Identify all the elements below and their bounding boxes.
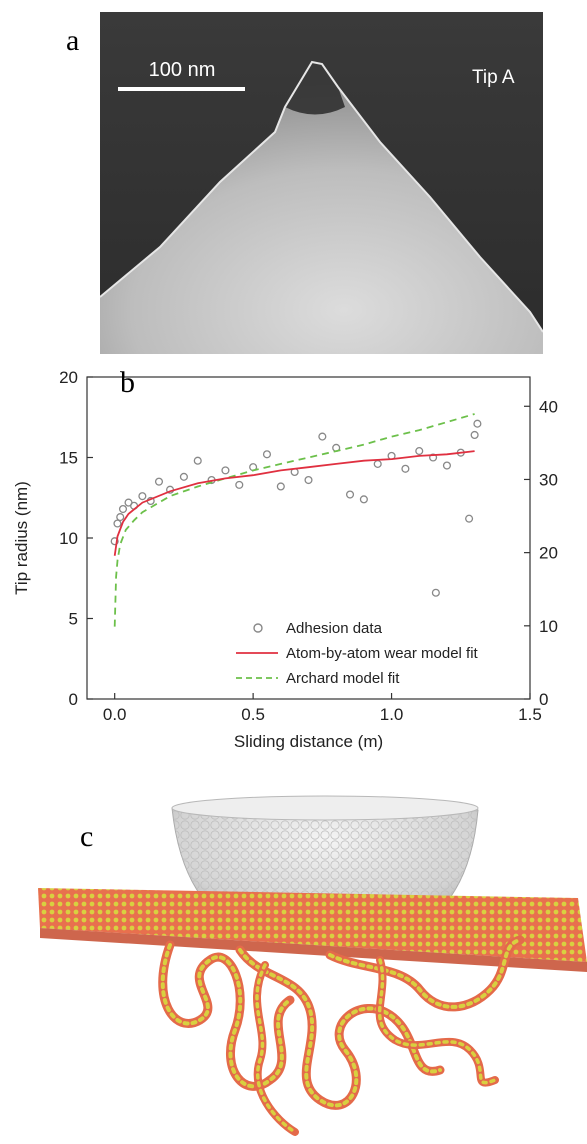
- tip-radius-chart: 0.0 0.5 1.0 1.5 0 5 10 15 20 0 10 20 30 40 Sliding …: [12, 368, 558, 751]
- panel-c-letter: c: [80, 820, 94, 853]
- y-tick-label: 5: [69, 610, 78, 629]
- adhesion-point: [318, 432, 327, 441]
- tip-label: Tip A: [472, 67, 515, 88]
- panel-b-letter: b: [120, 366, 135, 399]
- adhesion-point: [116, 513, 125, 522]
- adhesion-point: [193, 456, 202, 465]
- panel-c: [0, 780, 587, 1139]
- adhesion-point: [470, 430, 479, 440]
- scale-bar-label: 100 nm: [149, 59, 216, 81]
- adhesion-point: [345, 490, 355, 499]
- adhesion-point: [276, 482, 285, 491]
- adhesion-point: [359, 495, 368, 504]
- adhesion-point: [415, 447, 424, 456]
- tip-body: [100, 62, 543, 354]
- md-simulation-rendering: [38, 795, 587, 1136]
- substrate-sheet: [38, 888, 587, 962]
- adhesion-point: [138, 492, 147, 501]
- adhesion-point: [262, 450, 272, 459]
- y-tick-label: 0: [69, 690, 78, 709]
- adhesion-point: [401, 464, 410, 473]
- y2-tick-label: 20: [539, 544, 558, 563]
- y2-tick-label: 30: [539, 470, 558, 489]
- adhesion-point: [304, 475, 313, 485]
- x-tick-label: 0.5: [241, 705, 265, 724]
- archard-fit-line: [113, 413, 475, 627]
- legend-marker-adhesion: [253, 623, 263, 633]
- legend: Adhesion data Atom-by-atom wear model fi…: [236, 620, 479, 687]
- y2-tick-label: 40: [539, 397, 558, 416]
- legend-label-adhesion: Adhesion data: [286, 620, 383, 637]
- y2-tick-label: 0: [539, 690, 548, 709]
- panel-a-letter: a: [66, 24, 80, 57]
- scale-bar: [118, 87, 245, 91]
- adhesion-point: [154, 477, 164, 486]
- x-tick-label: 0.0: [103, 705, 127, 724]
- adhesion-point: [431, 588, 440, 597]
- adhesion-point: [221, 466, 230, 475]
- adhesion-point: [113, 519, 122, 528]
- panel-a: 100 nm Tip A: [99, 12, 544, 354]
- legend-label-archard: Archard model fit: [286, 670, 400, 687]
- adhesion-point: [118, 504, 128, 514]
- adhesion-point: [473, 419, 482, 428]
- y-tick-label: 10: [59, 529, 78, 548]
- y2-tick-label: 10: [539, 617, 558, 636]
- panel-b: 0.0 0.5 1.0 1.5 0 5 10 15 20 0 10 20 30 40 Sliding …: [0, 362, 587, 762]
- polymer-chains: [158, 935, 525, 1136]
- adhesion-point: [465, 514, 474, 523]
- x-tick-label: 1.5: [518, 705, 542, 724]
- adhesion-point: [110, 537, 119, 546]
- tip-outline: [99, 60, 544, 333]
- adhesion-point: [373, 459, 382, 468]
- y-tick-label: 15: [59, 449, 78, 468]
- legend-label-atom: Atom-by-atom wear model fit: [286, 645, 479, 662]
- tip-a-micrograph: 100 nm Tip A: [99, 12, 544, 354]
- adhesion-point: [235, 480, 244, 489]
- y-tick-label: 20: [59, 368, 78, 387]
- adhesion-point: [429, 453, 438, 462]
- adhesion-point: [179, 472, 188, 481]
- y-axis-label: Tip radius (nm): [12, 481, 31, 595]
- x-tick-label: 1.0: [380, 705, 404, 724]
- atom-by-atom-fit-line: [113, 450, 475, 556]
- tip-rim: [171, 795, 479, 821]
- x-axis-label: Sliding distance (m): [234, 732, 383, 751]
- adhesion-point: [442, 461, 451, 470]
